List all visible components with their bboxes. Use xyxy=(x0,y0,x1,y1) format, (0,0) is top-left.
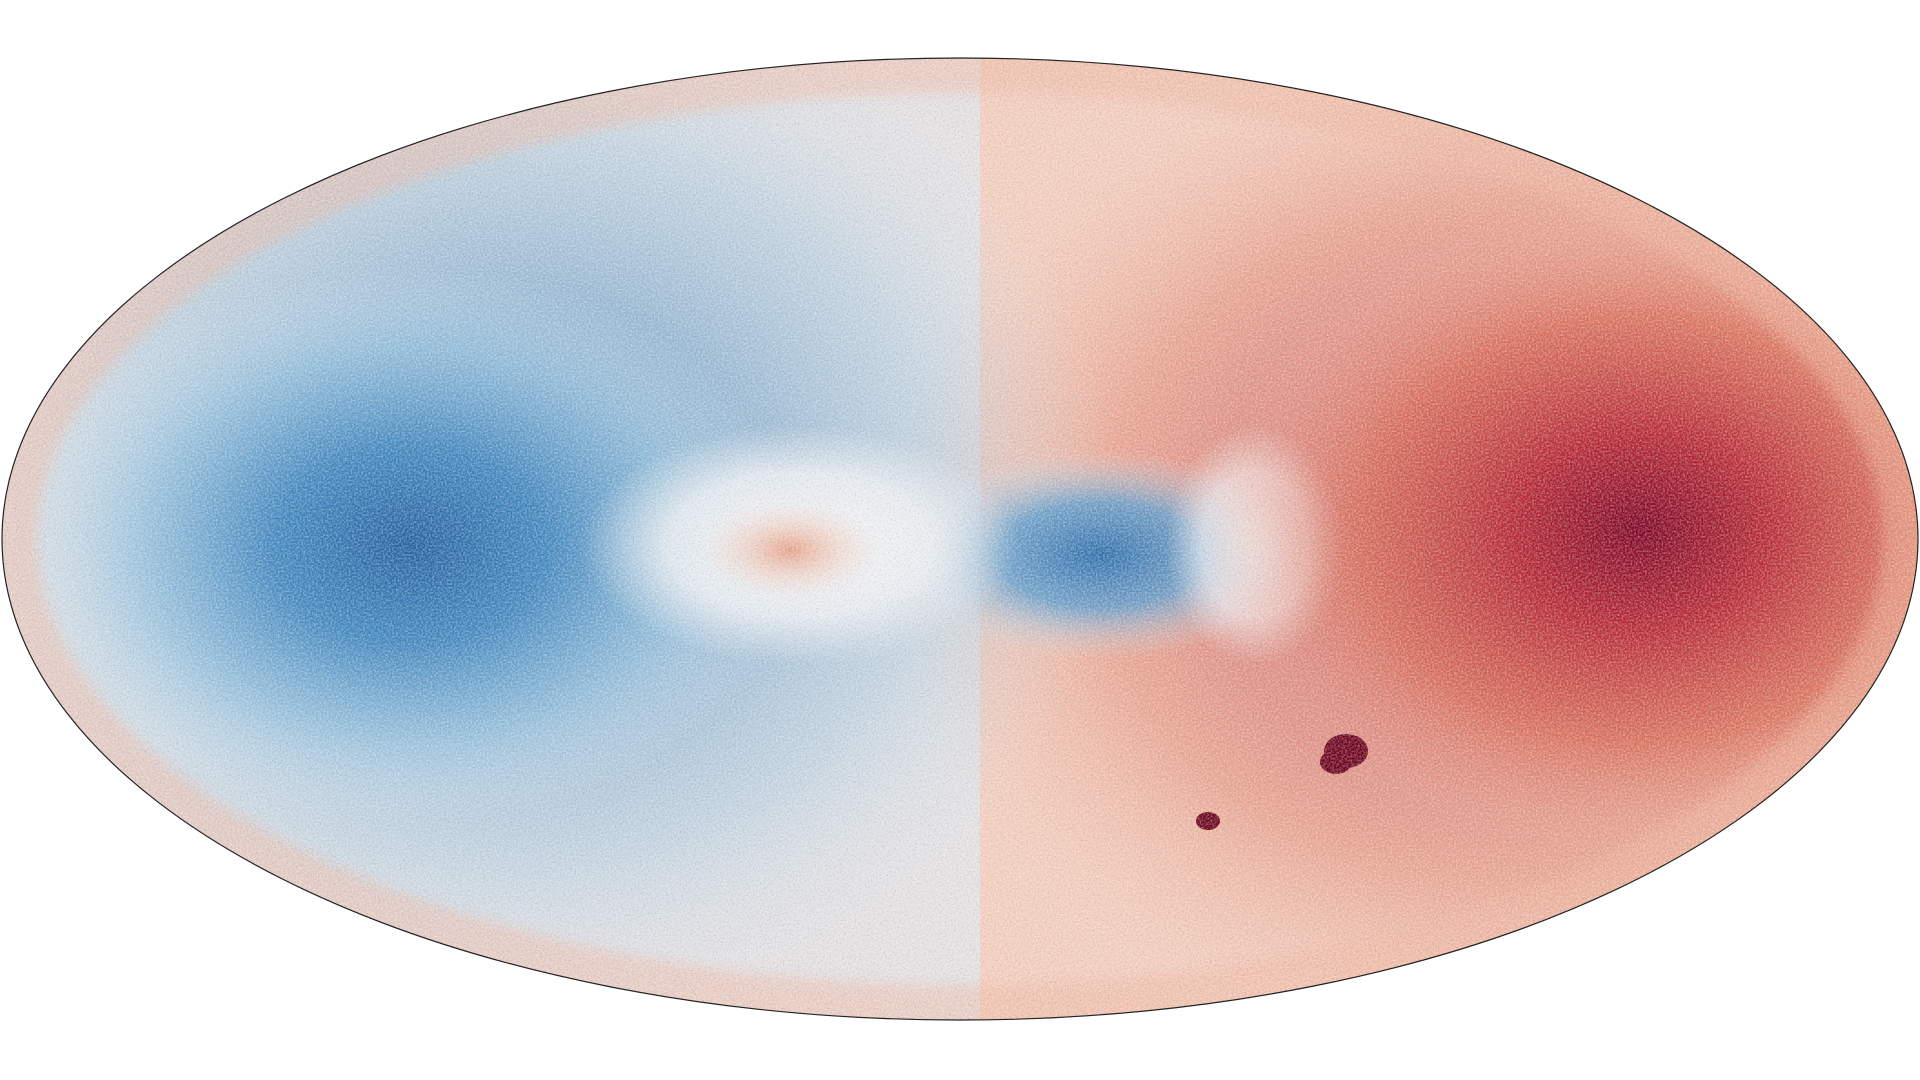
sky-outline xyxy=(1,57,1919,1021)
